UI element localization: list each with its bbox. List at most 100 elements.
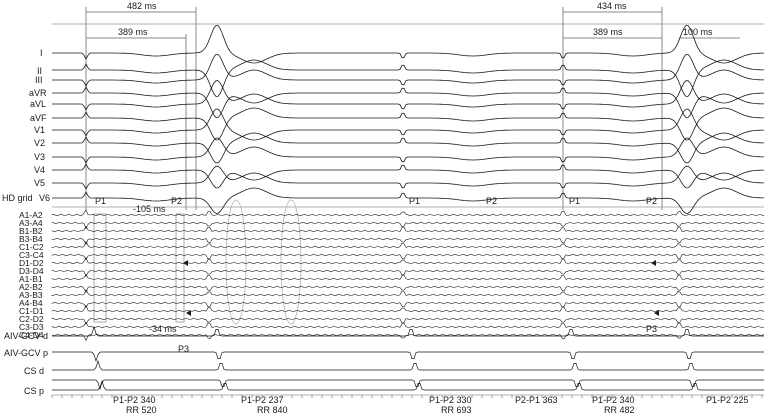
surface-lead-trace — [52, 86, 764, 118]
surface-lead-trace — [52, 108, 764, 141]
lead-V5-label: V5 — [34, 178, 45, 188]
lead-V2-label: V2 — [34, 138, 45, 148]
p1-marker: P1 — [95, 196, 106, 206]
hd-grid-trace — [51, 274, 764, 280]
lead-aVF-label: aVF — [30, 113, 47, 123]
hd-grid-trace — [51, 254, 764, 260]
annotation-6a: P1-P2 225 — [706, 395, 749, 405]
lead-V4-label: V4 — [34, 165, 45, 175]
cs-channel-label: AIV-GCV d — [4, 331, 48, 341]
caliper-482-label: 482 ms — [127, 1, 157, 11]
waveforms — [51, 25, 764, 391]
hd-grid-trace — [51, 238, 764, 245]
hd-grid-trace — [51, 226, 764, 232]
hd-channel-label: C3-C4 — [19, 250, 44, 260]
annotation-4a: P2-P1 363 — [515, 395, 558, 405]
hd-grid-trace — [51, 289, 764, 296]
p3-marker: P3 — [646, 324, 657, 334]
surface-lead-trace — [52, 132, 764, 164]
surface-lead-trace — [52, 107, 764, 141]
caliper-389b-label: 389 ms — [593, 27, 623, 37]
hd-grid-trace — [51, 286, 764, 294]
caliper-group — [85, 7, 740, 210]
lead-V1-label: V1 — [34, 125, 45, 135]
hd-channel-label: A4-B4 — [19, 298, 43, 308]
caliper-389a-label: 389 ms — [118, 27, 148, 37]
lead-aVR-label: aVR — [29, 88, 47, 98]
hd-channel-label: C1-D1 — [19, 306, 44, 316]
hd-channel-label: A1-A2 — [19, 210, 43, 220]
hd-channel-label: B3-B4 — [19, 234, 43, 244]
p2-marker: P2 — [646, 196, 657, 206]
arrow-markers — [183, 260, 659, 316]
hd-channel-label: A2-B2 — [19, 282, 43, 292]
surface-lead-trace — [52, 59, 764, 97]
surface-lead-trace — [52, 163, 764, 189]
lead-I-label: I — [40, 48, 43, 58]
hd-channel-label: A3-A4 — [19, 218, 43, 228]
hd-grid-trace — [51, 269, 764, 277]
p2-marker: P2 — [171, 196, 182, 206]
hd-channel-label: D3-D4 — [19, 266, 44, 276]
annotation-3a: P1-P2 330 — [429, 395, 472, 405]
annotation-3b: RR 693 — [441, 405, 472, 415]
cs-channel-label: CS p — [24, 386, 44, 396]
grid-divider-lines — [52, 23, 764, 396]
hd-channel-label: C4-D4 — [19, 330, 44, 340]
hd-grid-label: HD grid — [2, 193, 33, 203]
hd-channel-label: C3-D3 — [19, 322, 44, 332]
lead-III-label: III — [35, 75, 43, 85]
annotation-1a: P1-P2 340 — [113, 395, 156, 405]
cs-trace — [52, 379, 764, 391]
surface-lead-trace — [52, 187, 764, 214]
hd-grid-trace — [51, 209, 764, 216]
highlight-boxes — [93, 213, 185, 323]
cs-trace — [52, 379, 764, 391]
hd-channel-labels: A1-A2 A3-A4 B1-B2 B3-B4 C1-C2 C3-C4 D1-D… — [19, 210, 44, 340]
p1-marker: P1 — [569, 196, 580, 206]
cs-channel-label: AIV-GCV p — [4, 348, 48, 358]
annotation-5a: P1-P2 340 — [592, 395, 635, 405]
cs-trace — [52, 325, 764, 337]
hd-channel-label: C2-D2 — [19, 314, 44, 324]
hd-grid-trace — [51, 302, 764, 308]
hd-grid-trace — [51, 304, 764, 312]
hd-grid-trace — [51, 221, 764, 230]
time-axis — [51, 395, 763, 398]
cs-trace — [52, 351, 764, 363]
p3-marker: P3 — [178, 344, 189, 354]
hd-channel-label: C1-C2 — [19, 242, 44, 252]
lead-II-label: II — [37, 66, 42, 76]
hd-grid-trace — [51, 256, 764, 264]
caliper-434-label: 434 ms — [597, 1, 627, 11]
annotation-1b: RR 520 — [126, 405, 157, 415]
hd-channel-label: A1-B1 — [19, 274, 43, 284]
annotation-5b: RR 482 — [604, 405, 635, 415]
surface-lead-trace — [52, 25, 764, 64]
interval-neg105: -105 ms — [133, 204, 166, 214]
p1-marker: P1 — [409, 196, 420, 206]
scale-bar-label: 100 ms — [683, 27, 713, 37]
hd-grid-trace — [51, 241, 764, 249]
p2-marker: P2 — [486, 196, 497, 206]
annotation-2b: RR 840 — [257, 405, 288, 415]
hd-grid-trace — [51, 318, 764, 325]
cs-trace — [52, 359, 764, 371]
region-ellipses — [225, 199, 302, 325]
lead-V6-label: V6 — [39, 193, 50, 203]
hd-channel-label: B1-B2 — [19, 226, 43, 236]
surface-lead-trace — [52, 80, 764, 111]
hd-channel-label: A3-B3 — [19, 290, 43, 300]
surface-lead-trace — [52, 165, 764, 190]
labels: 482 ms 434 ms 389 ms 389 ms 100 ms I II … — [2, 1, 749, 415]
annotation-2a: P1-P2 237 — [241, 395, 284, 405]
cs-channel-label: CS d — [24, 366, 44, 376]
lead-aVL-label: aVL — [30, 99, 46, 109]
surface-lead-trace — [52, 54, 764, 87]
interval-neg34: -34 ms — [149, 324, 177, 334]
surface-lead-trace — [52, 137, 764, 164]
lead-V3-label: V3 — [34, 152, 45, 162]
hd-grid-trace — [51, 321, 764, 328]
hd-channel-label: D1-D2 — [19, 258, 44, 268]
